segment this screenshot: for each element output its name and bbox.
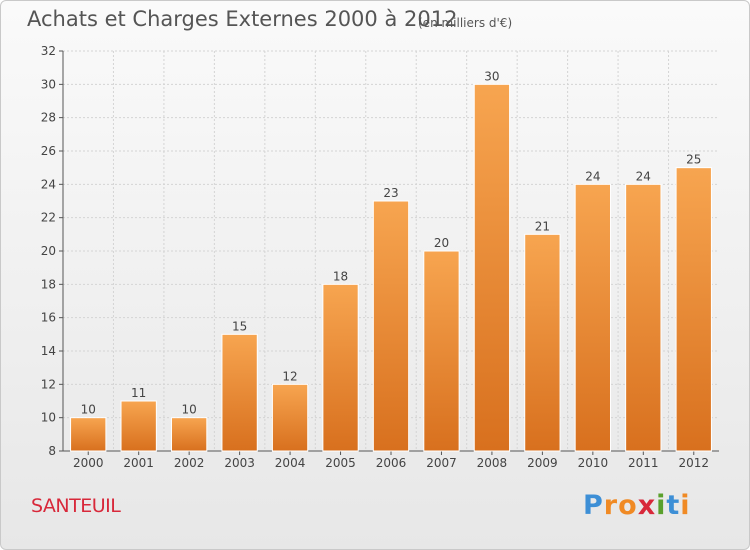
x-tick-label: 2004 xyxy=(275,456,306,470)
x-tick-label: 2008 xyxy=(477,456,508,470)
bar xyxy=(372,200,410,452)
bar-value-label: 15 xyxy=(232,319,247,333)
y-tick-label: 30 xyxy=(41,77,56,91)
bar-value-label: 30 xyxy=(484,69,499,83)
x-tick-label: 2005 xyxy=(325,456,356,470)
bar-value-label: 21 xyxy=(535,219,550,233)
y-tick-label: 16 xyxy=(41,311,56,325)
x-tick-label: 2003 xyxy=(224,456,255,470)
y-tick-label: 26 xyxy=(41,144,56,158)
bar xyxy=(271,383,309,452)
y-tick-label: 20 xyxy=(41,244,56,258)
y-tick-label: 22 xyxy=(41,211,56,225)
x-tick-label: 2000 xyxy=(73,456,104,470)
x-tick-label: 2007 xyxy=(426,456,457,470)
bar xyxy=(170,417,208,452)
bar xyxy=(221,333,258,452)
bar xyxy=(322,283,359,452)
bar-value-label: 10 xyxy=(81,403,96,417)
bar-value-label: 24 xyxy=(636,169,651,183)
x-tick-label: 2001 xyxy=(123,456,154,470)
logo-letter: i xyxy=(680,490,691,521)
bar xyxy=(70,417,107,452)
y-tick-label: 10 xyxy=(41,411,56,425)
bar-value-label: 11 xyxy=(131,386,146,400)
bars xyxy=(70,83,712,452)
logo-letter: x xyxy=(637,490,657,521)
bar xyxy=(675,167,712,452)
x-tick-label: 2012 xyxy=(678,456,709,470)
bar-value-label: 24 xyxy=(585,169,600,183)
bar xyxy=(473,83,511,452)
bar xyxy=(524,233,561,452)
y-tick-label: 18 xyxy=(41,277,56,291)
x-tick-label: 2011 xyxy=(628,456,659,470)
y-tick-label: 32 xyxy=(41,44,56,58)
x-tick-label: 2009 xyxy=(527,456,558,470)
y-tick-label: 12 xyxy=(41,377,56,391)
logo-letter: r xyxy=(603,490,619,521)
bar xyxy=(120,400,157,452)
bar xyxy=(423,250,460,452)
logo-letter: o xyxy=(618,490,638,521)
y-tick-label: 28 xyxy=(41,111,56,125)
bar xyxy=(574,183,612,452)
bar-value-label: 20 xyxy=(434,236,449,250)
y-tick-label: 8 xyxy=(48,444,56,458)
y-tick-label: 24 xyxy=(41,177,56,191)
chart-title: Achats et Charges Externes 2000 à 2012 xyxy=(27,7,458,31)
bar-value-label: 23 xyxy=(383,186,398,200)
x-tick-label: 2006 xyxy=(376,456,407,470)
logo-letter: i xyxy=(656,490,667,521)
bar-value-label: 25 xyxy=(686,153,701,167)
commune-name: SANTEUIL xyxy=(31,495,121,517)
labels: 8 10 12 14 16 18 20 22 24 26 28 30 32 10 2000 11 2001 10 2… xyxy=(41,44,709,470)
x-tick-label: 2002 xyxy=(174,456,205,470)
bar-value-label: 12 xyxy=(282,369,297,383)
bar-value-label: 10 xyxy=(182,403,197,417)
logo-letter: t xyxy=(666,490,681,521)
y-tick-label: 14 xyxy=(41,344,56,358)
bar-value-label: 18 xyxy=(333,269,348,283)
proxiti-logo[interactable]: Proxiti xyxy=(583,490,691,521)
bar xyxy=(625,183,662,452)
logo-letter: P xyxy=(583,490,604,521)
chart-unit: (en milliers d'€) xyxy=(418,16,513,30)
x-tick-label: 2010 xyxy=(578,456,609,470)
